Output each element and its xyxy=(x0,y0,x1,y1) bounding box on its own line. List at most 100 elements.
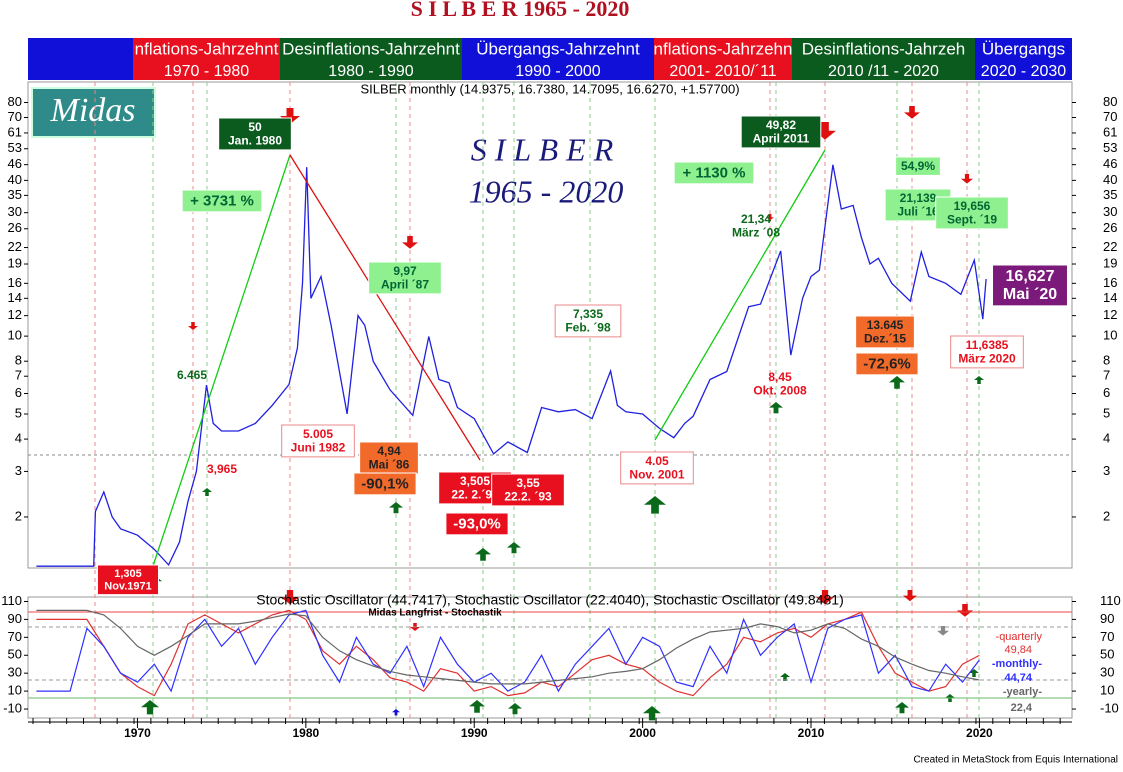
y-tick-label: 16 xyxy=(8,275,22,290)
annotation: 9,97 xyxy=(393,264,417,278)
y-tick-label: 10 xyxy=(8,328,22,343)
y-tick-label: 53 xyxy=(8,140,22,155)
y-tick-label: 7 xyxy=(15,368,22,383)
y-tick-label: 90 xyxy=(1100,611,1114,626)
osc-frame xyxy=(27,596,1073,719)
era-label: nflations-Jahrzehn xyxy=(654,39,793,58)
y-tick-label: 4 xyxy=(15,431,22,446)
main-frame xyxy=(27,81,1073,569)
signal-arrow xyxy=(961,174,973,184)
era-period: 2001- 2010/´11 xyxy=(669,63,776,80)
x-tick-label: 1990 xyxy=(461,726,488,740)
series-line xyxy=(36,609,980,685)
signal-arrow xyxy=(281,590,299,605)
y-tick-label: 90 xyxy=(8,611,22,626)
signal-arrow xyxy=(475,548,491,561)
annotation-box xyxy=(359,441,419,475)
annotation: 7,335 xyxy=(573,307,603,321)
signal-arrow xyxy=(402,236,418,249)
signal-arrow xyxy=(766,214,774,221)
y-tick-label: -10 xyxy=(3,700,22,715)
era-label: Desinflations-Jahrzeh xyxy=(802,39,965,58)
annotation: 22.2. ´93 xyxy=(504,489,552,503)
big-title: S I L B E R xyxy=(471,131,614,167)
annotation-box xyxy=(445,512,509,536)
signal-arrow xyxy=(974,376,984,384)
annotation: Nov. 2001 xyxy=(629,467,684,481)
signal-arrow xyxy=(814,122,836,140)
annotation: 6.465 xyxy=(177,368,207,382)
era-period: 1990 - 2000 xyxy=(515,63,601,80)
era-band xyxy=(280,38,462,80)
annotation: -90,1% xyxy=(361,475,409,492)
signal-arrow xyxy=(202,488,212,496)
annotation: Dez.´15 xyxy=(864,331,906,345)
annotation-box xyxy=(491,473,565,507)
annotation: 4,94 xyxy=(377,444,401,458)
y-tick-label: 6 xyxy=(1103,385,1110,400)
logo-box xyxy=(31,87,156,138)
annotation-box xyxy=(368,261,442,295)
signal-arrow xyxy=(889,376,905,389)
y-tick-label: 80 xyxy=(8,94,22,109)
annotation: 54,9% xyxy=(901,159,935,173)
y-tick-label: 61 xyxy=(8,124,22,139)
signal-arrow xyxy=(392,709,400,716)
annotation: 3,965 xyxy=(207,462,237,476)
signal-arrow xyxy=(507,542,521,554)
y-tick-label: 26 xyxy=(8,220,22,235)
y-tick-label: 16 xyxy=(1103,275,1117,290)
y-tick-label: 3 xyxy=(15,463,22,478)
annotation: 13.645 xyxy=(867,318,904,332)
signal-arrow xyxy=(508,703,522,715)
annotation: Mai ´86 xyxy=(369,457,410,471)
signal-arrow xyxy=(816,590,834,605)
trend-line xyxy=(152,154,291,567)
annotation: 22. 2.´91 xyxy=(451,487,499,501)
x-tick-label: 1980 xyxy=(292,726,319,740)
annotation: 11,6385 xyxy=(966,338,1009,352)
annotation: -93,0% xyxy=(453,515,501,532)
y-tick-label: 10 xyxy=(8,683,22,698)
signal-arrow xyxy=(141,700,159,715)
y-tick-label: 30 xyxy=(8,204,22,219)
annotation-box xyxy=(281,424,355,458)
y-tick-label: 10 xyxy=(1100,683,1114,698)
annotation: 16,627 xyxy=(1006,268,1055,285)
y-tick-label: 30 xyxy=(1100,665,1114,680)
era-band xyxy=(654,38,792,80)
y-tick-label: 10 xyxy=(1103,328,1117,343)
big-subtitle: 1965 - 2020 xyxy=(469,173,624,209)
signal-arrow xyxy=(469,700,485,713)
annotation: 1,305 xyxy=(114,568,142,580)
era-period: 1980 - 1990 xyxy=(328,63,414,80)
y-tick-label: 12 xyxy=(8,307,22,322)
legend-entry: -quarterly xyxy=(996,631,1043,643)
y-tick-label: 70 xyxy=(1103,109,1117,124)
annotation: Sept. ´19 xyxy=(947,212,997,226)
y-tick-label: 35 xyxy=(8,187,22,202)
era-band xyxy=(28,38,133,80)
footer: Created in MetaStock from Equis Internat… xyxy=(913,755,1118,766)
annotation: 3,505 xyxy=(460,474,490,488)
era-label: nflations-Jahrzehnt xyxy=(135,39,279,58)
annotation: Jan. 1980 xyxy=(228,133,282,147)
annotation: Juli ´16 xyxy=(897,204,939,218)
y-tick-label: 6 xyxy=(15,385,22,400)
chart-legend: SILBER monthly (14.9375, 16.7380, 14.709… xyxy=(360,81,739,96)
y-tick-label: 14 xyxy=(1103,290,1117,305)
era-band xyxy=(462,38,654,80)
signal-arrow xyxy=(957,604,973,617)
y-tick-label: 110 xyxy=(1,593,22,608)
y-tick-label: 26 xyxy=(1103,220,1117,235)
legend-entry: -yearly- xyxy=(1003,686,1042,698)
annotation: Feb. ´98 xyxy=(565,320,611,334)
annotation: + 1130 % xyxy=(683,164,746,181)
signal-arrow xyxy=(895,702,909,714)
y-tick-label: 22 xyxy=(8,239,22,254)
x-tick-label: 2000 xyxy=(629,726,656,740)
y-tick-label: 22 xyxy=(1103,239,1117,254)
annotation-box xyxy=(855,352,919,376)
y-tick-label: 12 xyxy=(1103,307,1117,322)
annotation-box xyxy=(895,156,941,176)
